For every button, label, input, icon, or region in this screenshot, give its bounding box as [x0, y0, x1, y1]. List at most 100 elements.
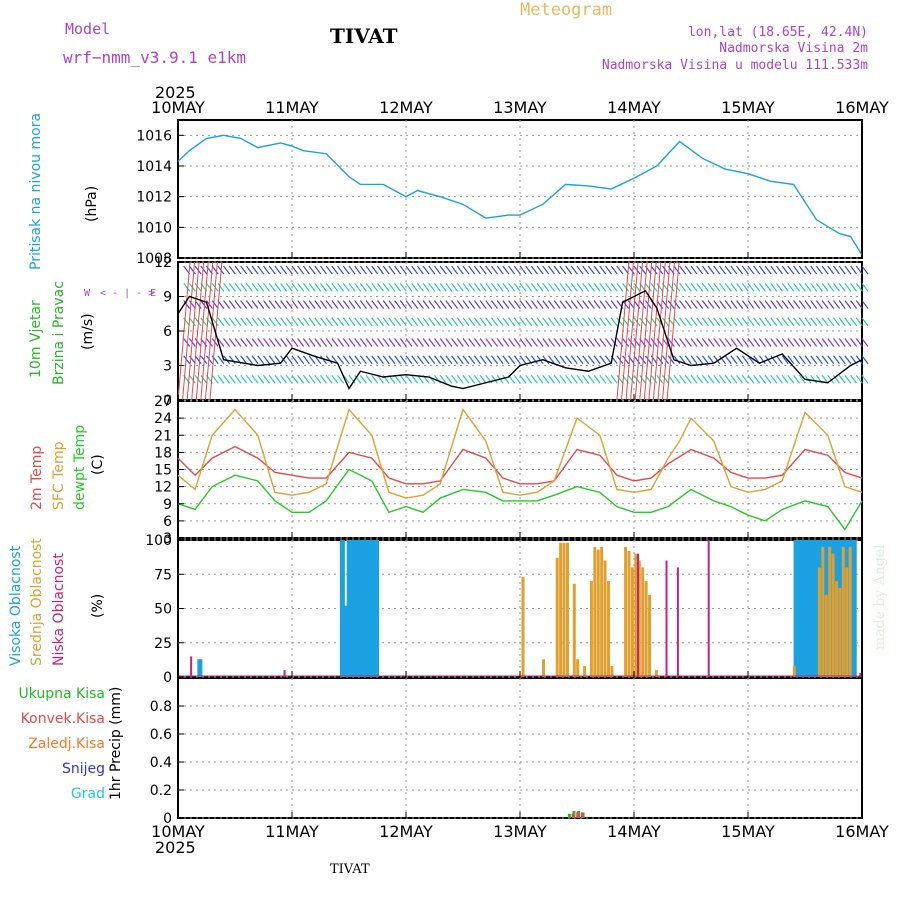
wind-barb	[736, 282, 744, 292]
bar-3-1	[542, 659, 546, 677]
wind-barb	[416, 338, 424, 347]
wind-barb	[673, 355, 681, 365]
wind-barb	[405, 374, 413, 384]
wind-barb	[291, 317, 299, 327]
wind-barb	[508, 338, 516, 347]
wind-barb	[422, 317, 430, 327]
wind-barb	[798, 265, 806, 275]
wind-barb	[291, 374, 299, 384]
wind-barb	[861, 300, 869, 309]
wind-barb	[251, 355, 259, 365]
wind-barb	[565, 300, 573, 309]
wind-barb	[810, 265, 818, 275]
bar-3-1	[821, 546, 825, 677]
y-tick-label: 1012	[136, 190, 172, 206]
wind-barb	[280, 300, 288, 309]
wind-barb	[257, 282, 265, 292]
wind-barb	[741, 317, 749, 327]
wind-barb	[468, 282, 476, 292]
wind-barb	[428, 338, 436, 347]
wind-barb	[833, 282, 840, 292]
precip-conv-label: Konvek.Kisa	[20, 711, 105, 727]
wind-barb	[713, 355, 721, 365]
wind-barb	[456, 300, 464, 309]
compass-e: E	[150, 288, 157, 299]
wind-barb	[325, 265, 333, 275]
wind-barb	[280, 338, 288, 347]
wind-barb	[724, 282, 732, 292]
wind-barb	[627, 265, 635, 275]
wind-barb	[491, 374, 498, 384]
wind-barb	[411, 338, 419, 347]
wind-barb	[576, 355, 584, 365]
wind-barb	[268, 374, 276, 384]
bar-3-1	[630, 567, 634, 677]
wind-barb	[736, 317, 744, 327]
wind-barb	[206, 282, 213, 292]
wind-barb	[508, 282, 516, 292]
wind-barb	[719, 338, 726, 347]
wind-barb	[183, 355, 191, 365]
wind-barb	[337, 300, 345, 309]
bar-3-1	[559, 542, 563, 677]
wind-barb	[291, 265, 299, 275]
model-name: wrf−nmm_v3.9.1 e1km	[63, 48, 247, 67]
wind-barb	[565, 317, 573, 327]
wind-barb	[736, 355, 744, 365]
wind-barb	[542, 338, 550, 347]
wind-barb	[234, 300, 242, 309]
wind-barb	[325, 355, 333, 365]
bar-4-1	[571, 813, 575, 818]
wind-barb	[377, 355, 384, 365]
wind-barb	[753, 282, 761, 292]
wind-barb	[263, 374, 270, 384]
wind-barb	[679, 374, 687, 384]
wind-barb	[508, 265, 516, 275]
wind-barb	[439, 338, 447, 347]
wind-barb	[297, 282, 305, 292]
wind-barb	[308, 355, 316, 365]
wind-barb	[479, 338, 487, 347]
wind-barb	[844, 374, 852, 384]
y-tick-label: 12	[154, 255, 172, 271]
wind-barb	[491, 282, 498, 292]
wind-barb	[559, 300, 567, 309]
wind-barb	[217, 355, 225, 365]
bar-3-1	[835, 581, 838, 677]
wind-barb	[211, 300, 219, 309]
bar-3-0	[374, 540, 380, 677]
series-line-2-0	[177, 445, 863, 485]
wind-barb	[827, 300, 835, 309]
wind-barb	[570, 265, 578, 275]
wind-barb	[679, 317, 687, 327]
wind-barb	[268, 338, 276, 347]
wind-barb	[793, 317, 801, 327]
wind-barb	[399, 338, 407, 347]
wind-barb	[365, 265, 373, 275]
wind-barb	[257, 355, 265, 365]
wind-barb	[525, 374, 533, 384]
wind-barb	[434, 317, 441, 327]
wind-barb	[559, 317, 567, 327]
wind-barb	[736, 374, 744, 384]
wind-barb	[701, 317, 709, 327]
wind-gust-hatch	[209, 261, 223, 401]
wind-barb	[354, 265, 362, 275]
wind-gust-hatch	[666, 261, 680, 401]
wind-barb	[553, 338, 561, 347]
wind-barb	[838, 317, 846, 327]
y-tick-label: 0	[163, 393, 172, 409]
wind-barb	[662, 265, 669, 275]
wind-barb	[838, 300, 846, 309]
wind-barb	[690, 338, 698, 347]
wind-barb	[781, 317, 789, 327]
wind-barb	[422, 355, 430, 365]
bar-3-1	[589, 581, 593, 677]
wind-barb	[394, 317, 402, 327]
wind-barb	[559, 265, 567, 275]
wind-barb	[302, 282, 310, 292]
bar-3-1	[845, 567, 849, 677]
wind-barb	[337, 355, 345, 365]
wind-barb	[713, 338, 721, 347]
wind-barb	[496, 338, 504, 347]
